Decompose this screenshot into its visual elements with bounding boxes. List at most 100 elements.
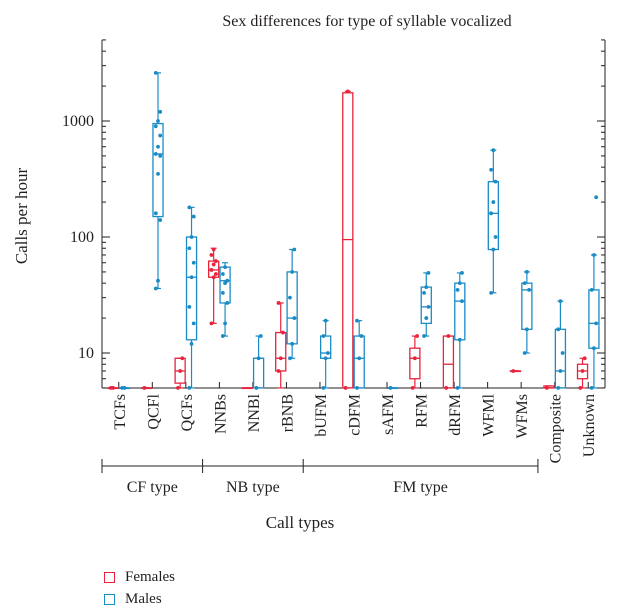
- box-females-dRFM: [442, 334, 455, 390]
- x-tick-label: QCFs: [179, 394, 196, 431]
- data-point: [556, 386, 561, 390]
- data-point: [410, 386, 415, 390]
- data-point: [220, 272, 225, 276]
- x-tick-label: dRFM: [447, 394, 464, 436]
- data-point: [457, 281, 462, 286]
- data-point: [211, 247, 216, 252]
- data-point: [187, 205, 192, 210]
- box-iqr: [487, 181, 500, 251]
- data-point: [180, 356, 185, 361]
- box-females-WFMs: [509, 369, 522, 373]
- data-point: [288, 295, 292, 300]
- data-point: [122, 386, 127, 390]
- box-females-QCFl: [140, 386, 153, 390]
- data-point: [223, 265, 227, 270]
- data-point: [225, 301, 230, 305]
- data-point: [191, 214, 196, 219]
- data-point: [178, 369, 183, 373]
- data-point: [258, 334, 263, 338]
- data-point: [153, 211, 158, 216]
- box-females-cDFM: [342, 89, 354, 390]
- data-point: [191, 321, 196, 326]
- data-point: [424, 285, 429, 289]
- box-iqr: [152, 122, 164, 218]
- data-point: [455, 386, 460, 390]
- data-point: [220, 290, 225, 295]
- box-males-QCFl: [152, 70, 164, 291]
- data-point: [589, 287, 594, 292]
- data-point: [156, 144, 160, 149]
- box-males-bUFM: [319, 318, 332, 390]
- data-point: [223, 281, 227, 286]
- data-point: [209, 253, 214, 257]
- data-point: [290, 270, 295, 274]
- data-point: [292, 316, 297, 320]
- box-females-NNBl: [241, 387, 253, 390]
- box-iqr: [319, 335, 332, 359]
- data-point: [489, 167, 494, 172]
- box-males-TCFs: [118, 386, 131, 390]
- box-iqr: [588, 289, 600, 349]
- box-males-RFM: [420, 271, 432, 338]
- data-point: [426, 271, 431, 275]
- data-point: [592, 346, 596, 351]
- data-point: [292, 247, 297, 252]
- data-point: [276, 301, 281, 305]
- data-point: [278, 356, 283, 361]
- data-point: [156, 119, 160, 123]
- females-swatch-icon: [104, 571, 115, 583]
- box-males-WFMs: [521, 270, 533, 355]
- data-point: [189, 235, 194, 239]
- data-point: [191, 260, 196, 265]
- x-tick-label: sAFM: [380, 394, 397, 435]
- data-point: [290, 341, 295, 346]
- data-point: [589, 386, 594, 390]
- data-point: [388, 386, 393, 390]
- data-point: [594, 195, 599, 200]
- y-tick-label: 100: [70, 229, 94, 246]
- data-point: [580, 369, 585, 373]
- data-point: [424, 316, 429, 320]
- box-iqr: [286, 271, 298, 345]
- data-point: [153, 124, 158, 129]
- data-point: [355, 318, 359, 323]
- x-tick-label: QCFl: [145, 393, 162, 429]
- box-iqr: [252, 357, 265, 389]
- data-point: [276, 369, 281, 373]
- data-point: [444, 386, 449, 390]
- data-point: [415, 334, 419, 338]
- data-point: [281, 330, 285, 335]
- data-point: [321, 386, 326, 390]
- data-point: [422, 290, 426, 295]
- box-males-sAFM: [387, 386, 399, 390]
- data-point: [592, 253, 596, 257]
- box-males-NNBs: [219, 262, 231, 338]
- data-point: [594, 321, 599, 326]
- data-point: [527, 287, 531, 292]
- box-plot-chart: Sex differences for type of syllable voc…: [12, 13, 606, 532]
- box-iqr: [353, 335, 365, 389]
- box-iqr: [275, 331, 287, 372]
- box-males-Composite: [554, 299, 567, 390]
- x-tick-label: Unknown: [581, 394, 598, 457]
- data-point: [213, 272, 218, 276]
- legend-label-females: Females: [125, 568, 175, 585]
- legend-item-females: Females: [104, 566, 175, 588]
- data-point: [355, 386, 359, 390]
- data-point: [560, 351, 565, 355]
- data-point: [357, 356, 362, 361]
- data-point: [558, 369, 563, 373]
- data-point: [489, 290, 494, 295]
- data-point: [158, 154, 163, 158]
- data-point: [457, 337, 462, 342]
- data-point: [511, 369, 516, 373]
- data-point: [153, 70, 158, 75]
- x-tick-label: NNBs: [212, 394, 229, 434]
- data-point: [556, 327, 561, 332]
- data-point: [254, 386, 259, 390]
- data-point: [187, 246, 192, 251]
- x-tick-label: rBNB: [279, 394, 296, 432]
- males-swatch-icon: [104, 593, 115, 605]
- y-tick-label: 1000: [62, 113, 94, 130]
- box-males-QCFs: [185, 205, 198, 390]
